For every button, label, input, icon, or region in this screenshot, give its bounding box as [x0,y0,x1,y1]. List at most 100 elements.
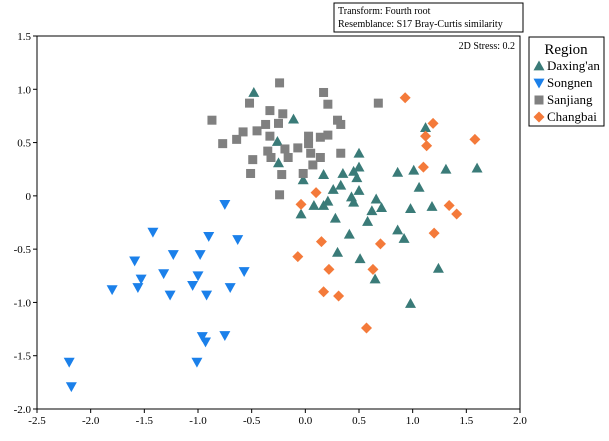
point-square [373,98,383,108]
point-square [275,78,285,88]
point-triangle-down [238,267,250,278]
point-square [266,152,276,162]
point-square [308,160,318,170]
point-square [293,143,303,153]
point-triangle-down [201,290,213,301]
point-square [336,148,346,158]
y-tick-label: -1.5 [14,351,32,363]
x-tick-label: 1.0 [406,415,420,427]
y-tick-label: -2.0 [14,404,32,416]
point-square [274,118,283,128]
legend-item-label: Daxing'an [547,58,600,73]
point-diamond [443,199,455,211]
x-tick-label: -1.0 [189,415,207,427]
point-diamond [318,286,330,298]
point-square [315,132,325,142]
point-triangle-down [203,231,215,242]
point-triangle-up [392,166,404,177]
point-triangle-up [420,122,432,133]
plot-frame [36,35,521,410]
point-triangle-up [271,136,283,146]
point-triangle-up [295,208,307,219]
point-triangle-up [351,172,363,183]
point-square [238,127,248,137]
point-square [218,139,228,149]
point-triangle-down [219,331,231,341]
point-triangle-up [413,181,425,192]
point-triangle-down [187,280,199,291]
point-triangle-up [392,224,404,235]
legend: Region Daxing'an Songnen Sanjiang Changbai [528,36,605,127]
point-triangle-down [196,332,208,343]
point-square [323,130,333,140]
legend-triangle-down-icon [533,78,545,89]
point-triangle-down [164,290,176,301]
point-square [278,109,288,119]
point-square [232,134,242,144]
legend-item-label: Changbai [547,109,597,124]
point-diamond [469,133,481,145]
point-diamond [374,238,386,250]
point-triangle-up [297,174,309,185]
point-square [245,98,255,108]
point-square [280,144,290,154]
point-triangle-down [191,357,203,368]
point-triangle-up [327,183,339,194]
point-triangle-up [337,167,349,178]
resemblance-label: Resemblance: S17 Bray-Curtis similarity [338,19,503,30]
x-tick-label: 2.0 [513,415,527,427]
point-square [304,131,314,141]
point-diamond [420,130,432,142]
stress-label: 2D Stress: 0.2 [459,41,515,52]
x-tick-label: 0.5 [352,415,366,427]
point-triangle-down [224,283,236,294]
point-diamond [417,161,429,173]
point-square [207,115,217,125]
point-triangle-up [273,157,284,168]
point-triangle-up [369,273,381,284]
point-triangle-up [332,246,344,257]
point-square [304,139,314,149]
legend-item-label: Songnen [547,75,593,90]
point-triangle-up [362,215,374,226]
point-triangle-up [354,253,366,264]
y-tick-label: 1.5 [17,31,31,43]
point-triangle-down [219,199,231,210]
point-triangle-down [63,357,75,368]
legend-title: Region [544,42,588,58]
point-square [277,170,287,180]
point-triangle-up [398,232,410,243]
point-triangle-down [194,250,206,260]
legend-diamond-icon [533,111,545,123]
point-triangle-up [432,262,444,273]
legend-triangle-up-icon [533,60,545,71]
annotation-box: Transform: Fourth root Resemblance: S17 … [333,2,524,33]
point-diamond [295,198,307,210]
point-triangle-down [158,269,170,280]
point-triangle-up [405,203,417,214]
point-triangle-up [408,164,420,175]
point-triangle-up [440,163,452,174]
point-triangle-up [348,196,360,207]
transform-label: Transform: Fourth root [338,6,431,17]
y-tick-label: -0.5 [14,244,32,256]
point-triangle-down [65,382,77,393]
point-triangle-up [318,169,330,179]
point-diamond [323,263,335,275]
y-tick-label: -1.0 [14,297,32,309]
point-triangle-up [308,199,320,210]
point-square [283,152,293,162]
legend-square-icon [534,95,544,105]
point-diamond [315,236,327,248]
y-tick-label: 1.0 [17,84,31,96]
point-triangle-up [248,86,260,97]
point-diamond [451,208,463,220]
point-triangle-down [132,283,144,294]
point-triangle-down [135,274,147,285]
point-square [248,155,258,165]
point-square [246,168,256,178]
x-tick-label: -0.5 [243,415,261,427]
point-triangle-down [106,285,118,296]
